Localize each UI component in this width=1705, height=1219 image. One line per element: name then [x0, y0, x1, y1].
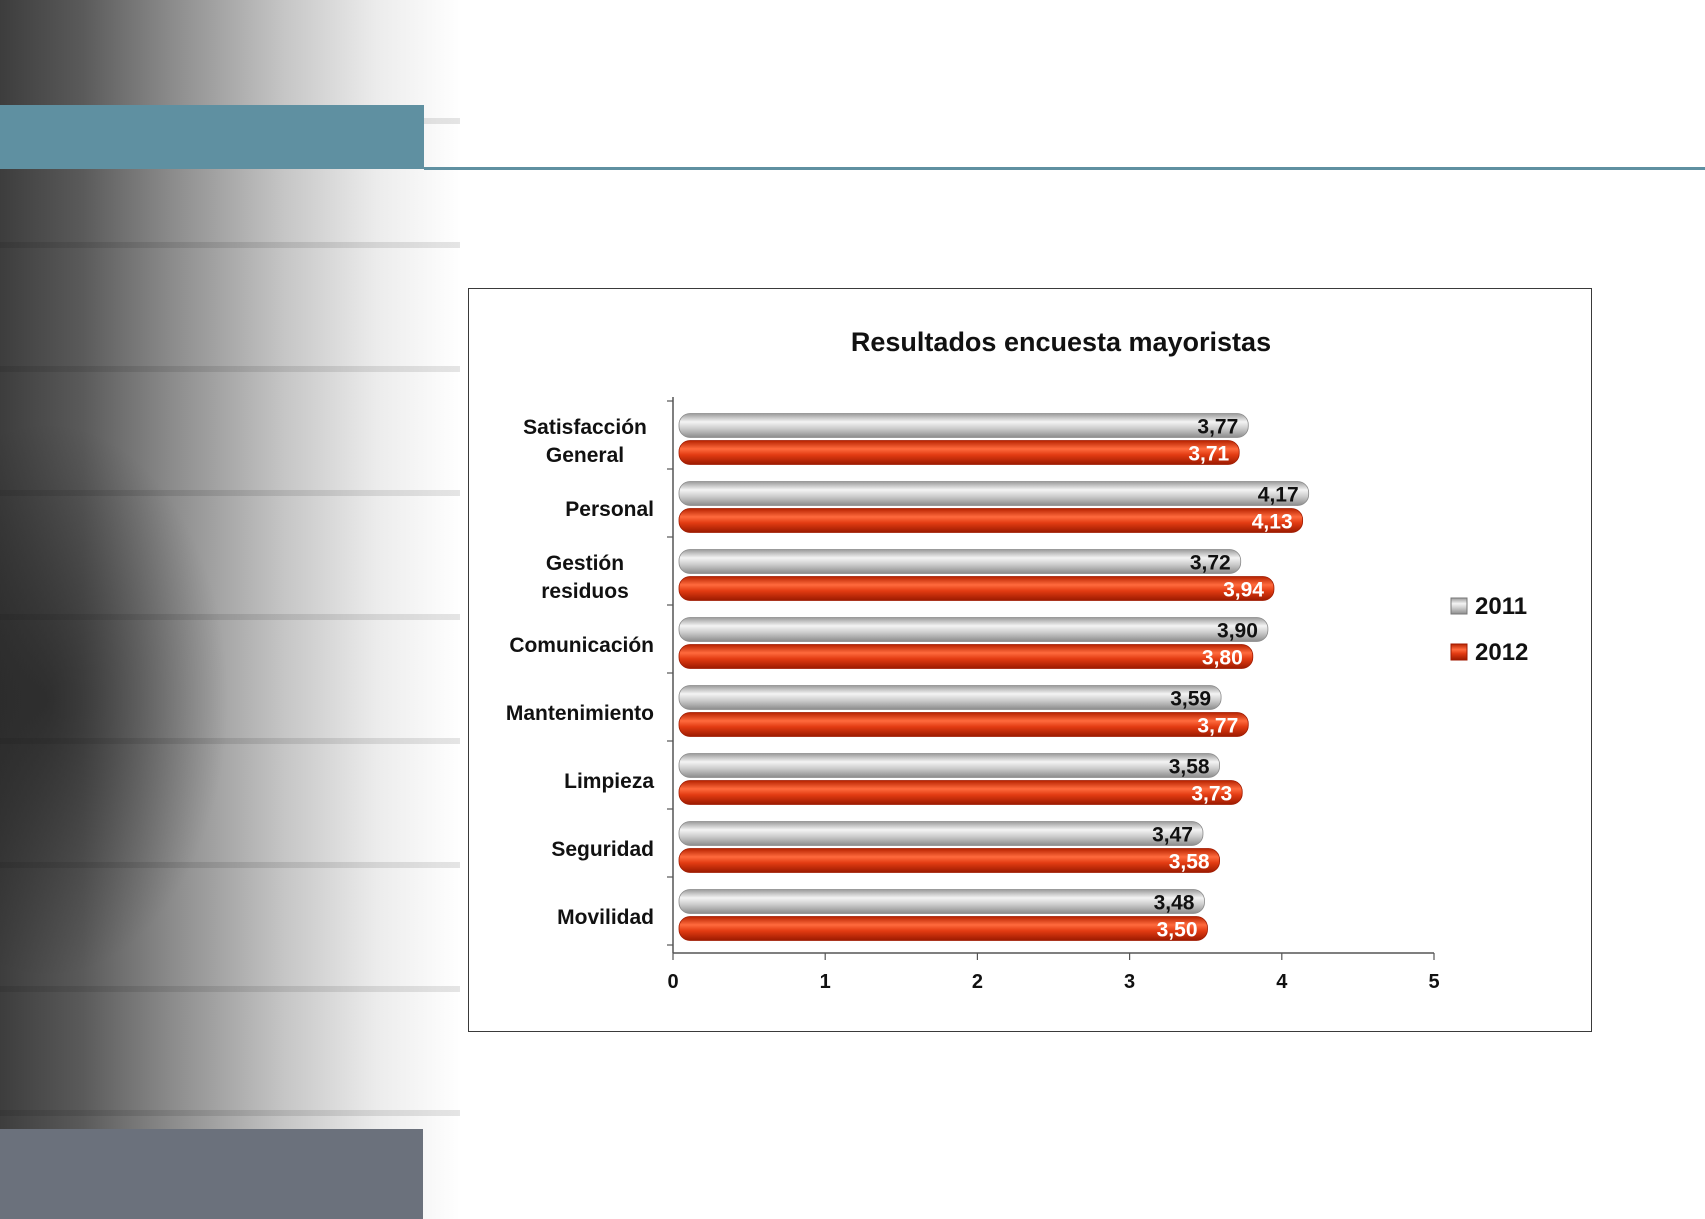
category-label: Satisfacción: [523, 416, 647, 439]
category-label: Personal: [565, 498, 654, 521]
category-label: Gestión: [546, 552, 624, 575]
data-label-2012: 3,73: [1191, 783, 1232, 806]
bar-2011: [678, 549, 1242, 574]
category-label: Mantenimiento: [506, 702, 654, 725]
data-label-2011: 3,72: [1190, 552, 1231, 575]
legend-label-2012: 2012: [1475, 639, 1528, 666]
legend-label-2011: 2011: [1475, 593, 1527, 620]
x-tick-label: 0: [667, 971, 678, 993]
bar-2012: [678, 712, 1249, 737]
header-rule: [424, 167, 1705, 170]
bar-2011: [678, 413, 1249, 438]
data-label-2011: 3,59: [1170, 688, 1211, 711]
data-label-2011: 3,77: [1197, 416, 1238, 439]
data-label-2012: 3,94: [1223, 579, 1264, 602]
data-label-2011: 3,47: [1152, 824, 1193, 847]
bar-2012: [678, 644, 1254, 669]
data-label-2011: 3,90: [1217, 620, 1258, 643]
category-label: Limpieza: [564, 770, 654, 793]
data-label-2011: 3,48: [1154, 892, 1195, 915]
x-tick-label: 5: [1428, 971, 1439, 993]
data-label-2012: 3,50: [1157, 919, 1198, 942]
data-label-2012: 3,58: [1169, 851, 1210, 874]
x-tick-label: 3: [1124, 971, 1135, 993]
bar-2012: [678, 508, 1304, 533]
x-tick-label: 2: [972, 971, 983, 993]
category-label: Comunicación: [509, 634, 654, 657]
data-label-2012: 3,80: [1202, 647, 1243, 670]
bar-2012: [678, 780, 1243, 805]
chart-frame: Resultados encuesta mayoristas 0 1 2 3 4 5 Sat…: [468, 288, 1592, 1032]
category-label: Movilidad: [557, 906, 654, 929]
legend-swatch-2011: [1450, 597, 1468, 615]
data-label-2011: 4,17: [1258, 484, 1299, 507]
background-photo-shadow: [0, 420, 230, 980]
bar-2011: [678, 889, 1205, 914]
bar-2012: [678, 440, 1240, 465]
data-label-2012: 3,71: [1188, 443, 1229, 466]
bar-2012: [678, 576, 1275, 601]
category-label: residuos: [541, 580, 629, 603]
x-tick-label: 1: [820, 971, 831, 993]
data-label-2012: 4,13: [1252, 511, 1293, 534]
category-label: General: [546, 444, 624, 467]
bar-2011: [678, 617, 1269, 642]
bar-chart: Resultados encuesta mayoristas 0 1 2 3 4 5 Sat…: [506, 327, 1529, 993]
bar-2011: [678, 685, 1222, 710]
plot-area: 0 1 2 3 4 5 Satisfacción General 3,77 3,71 Persona…: [506, 397, 1528, 993]
data-label-2011: 3,58: [1169, 756, 1210, 779]
bar-2011: [678, 753, 1220, 778]
data-label-2012: 3,77: [1197, 715, 1238, 738]
footer-bar: [0, 1129, 423, 1219]
bar-2011: [678, 481, 1310, 506]
bar-2011: [678, 821, 1204, 846]
legend-swatch-2012: [1450, 643, 1468, 661]
bar-2012: [678, 916, 1208, 941]
category-label: Seguridad: [551, 838, 654, 861]
header-accent-bar: [0, 105, 424, 169]
x-tick-label: 4: [1276, 971, 1288, 993]
bar-2012: [678, 848, 1220, 873]
chart-title: Resultados encuesta mayoristas: [851, 327, 1271, 357]
